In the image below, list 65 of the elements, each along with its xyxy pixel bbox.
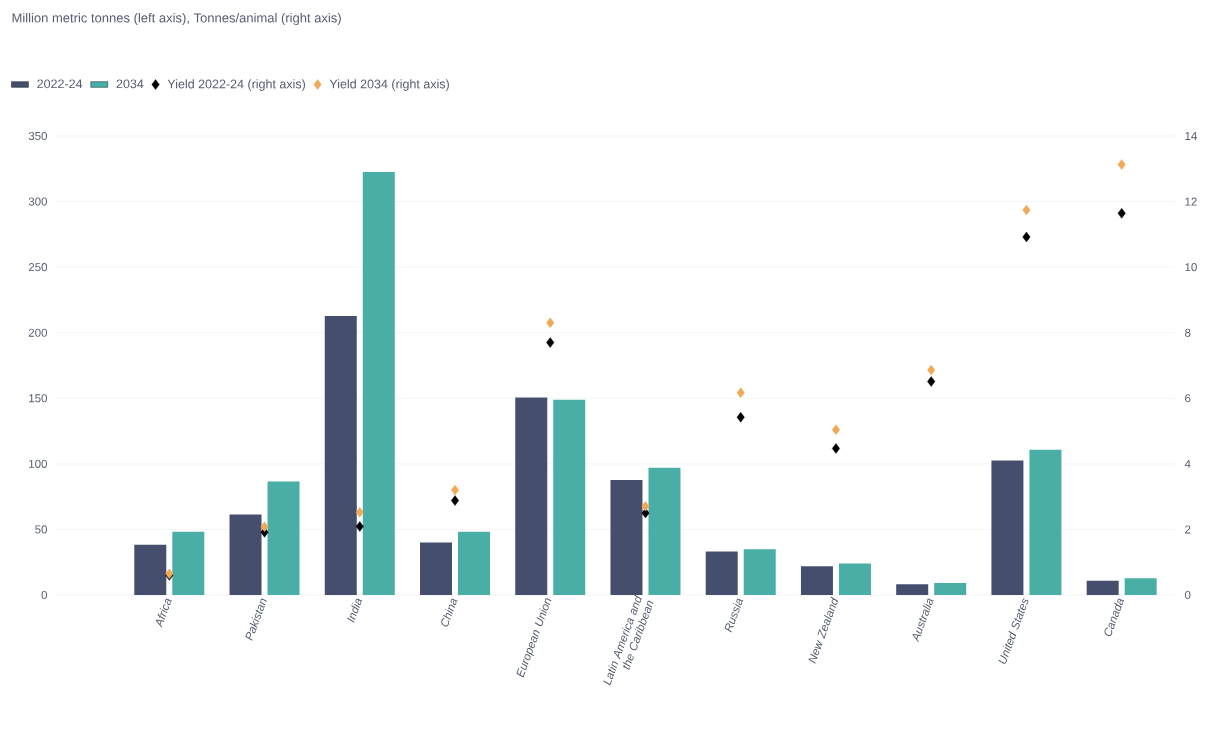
- y2-tick-label: 8: [1185, 328, 1191, 337]
- bar: [705, 551, 738, 595]
- point: [1022, 231, 1031, 243]
- y-tick-label: 300: [28, 197, 48, 206]
- point: [927, 376, 936, 387]
- bar: [553, 399, 586, 595]
- bar: [1124, 578, 1157, 595]
- point: [641, 500, 650, 512]
- bar: [896, 584, 929, 595]
- bar: [1029, 449, 1062, 595]
- bar: [743, 549, 776, 595]
- bar: [648, 467, 681, 595]
- y-tick-label: 50: [35, 525, 48, 534]
- legend-label: Yield 2022-24 (right axis): [167, 79, 306, 91]
- x-tick-label: India: [347, 598, 363, 623]
- bar: [134, 544, 167, 595]
- bar: [229, 514, 262, 595]
- y-tick-label: 250: [28, 263, 48, 272]
- point: [1022, 204, 1031, 216]
- bar: [362, 171, 395, 595]
- legend-label: 2034: [116, 79, 144, 89]
- y2-tick-label: 12: [1185, 197, 1197, 206]
- y2-tick-label: 0: [1184, 590, 1191, 600]
- point: [260, 521, 269, 532]
- point: [832, 424, 840, 435]
- point: [927, 364, 936, 376]
- y2-tick-label: 10: [1185, 263, 1197, 272]
- bar: [458, 531, 491, 595]
- point: [355, 507, 364, 518]
- bar: [838, 563, 871, 595]
- bar: [800, 566, 833, 595]
- legend-label: Yield 2034 (right axis): [329, 79, 449, 91]
- point: [451, 495, 459, 506]
- point: [546, 337, 555, 348]
- y-tick-label: 100: [29, 459, 48, 468]
- point: [736, 387, 745, 398]
- y-tick-label: 150: [29, 394, 48, 403]
- y-tick-label: 0: [41, 590, 48, 600]
- y2-tick-label: 2: [1185, 525, 1191, 534]
- bar: [420, 542, 453, 595]
- point: [1117, 208, 1126, 219]
- bar: [1086, 580, 1119, 595]
- y-tick-label: 200: [28, 328, 48, 337]
- point: [355, 521, 364, 532]
- bar: [991, 460, 1024, 595]
- y2-tick-label: 4: [1184, 459, 1191, 468]
- bar: [324, 316, 357, 595]
- y-tick-label: 350: [28, 131, 48, 141]
- chart-title: Million metric tonnes (left axis), Tonnes/animal (right axis): [12, 12, 341, 26]
- point: [1117, 159, 1126, 170]
- point: [546, 317, 555, 329]
- bar: [172, 531, 205, 595]
- bar: [934, 583, 967, 595]
- x-tick-label: Russia: [724, 598, 744, 633]
- bar: [515, 397, 548, 595]
- y2-tick-label: 6: [1185, 394, 1191, 403]
- bar: [267, 481, 300, 595]
- point: [832, 443, 840, 454]
- bar: [610, 479, 643, 595]
- legend-label: 2022-24: [37, 79, 83, 89]
- x-tick-label: China: [441, 598, 458, 627]
- x-tick-label: Africa: [155, 598, 172, 628]
- point: [736, 412, 745, 423]
- y2-tick-label: 14: [1185, 132, 1197, 140]
- x-tick-label: United States: [998, 598, 1029, 664]
